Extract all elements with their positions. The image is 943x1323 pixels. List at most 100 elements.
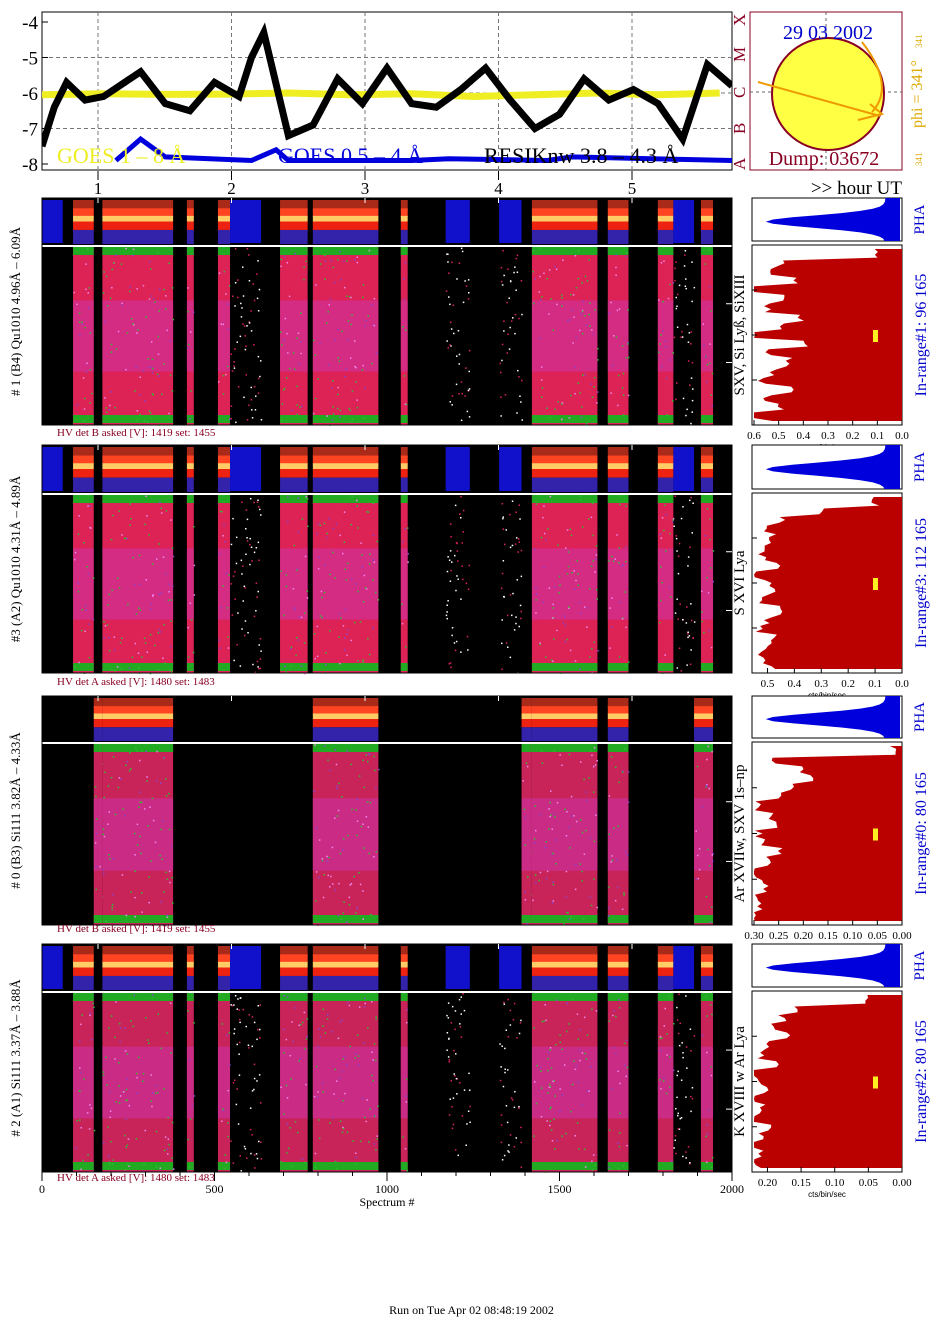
detector-label: # 2 (A1) Si111 3.37Å – 3.88Å	[8, 979, 23, 1137]
spectrum-tick-label: 2000	[720, 1182, 744, 1196]
pha-histogram: PHA	[751, 943, 928, 988]
spectral-profile: 0.300.250.200.150.100.050.00cts/bin/secI…	[744, 741, 930, 952]
profile-tick-label: 0.3	[814, 678, 828, 690]
profile-tick-label: 0.2	[841, 678, 855, 690]
profile-tick-label: 0.05	[859, 1177, 879, 1189]
spectrum-tick-label: 0	[39, 1182, 45, 1196]
profile-tick-label: 0.25	[769, 930, 789, 942]
hv-label: HV det A asked [V]: 1480 set: 1483	[57, 1172, 215, 1184]
range-marker	[873, 578, 878, 590]
orbit-direction-line	[757, 81, 881, 117]
profile-tick-label: 0.0	[895, 430, 909, 442]
pha-label: PHA	[912, 452, 928, 482]
pha-strip	[42, 696, 732, 742]
goes-y-tick-label: -4	[22, 13, 38, 34]
profile-fill	[754, 497, 902, 669]
hour-tick-label: 4	[494, 179, 503, 198]
goes-y-tick-label: -8	[22, 155, 38, 176]
legend-goes-short: GOES 0.5 – 4 Å	[278, 143, 423, 168]
series-line-resik	[42, 22, 732, 148]
pha-histogram-fill	[765, 696, 900, 738]
profile-tick-label: 0.4	[796, 430, 810, 442]
profile-tick-label: 0.00	[892, 1177, 912, 1189]
in-range-label: In-range#0: 80 165	[913, 772, 930, 895]
profile-unit: cts/bin/sec	[808, 1190, 846, 1199]
profile-tick-label: 0.5	[772, 430, 786, 442]
profile-tick-label: 0.10	[825, 1177, 845, 1189]
detector-label: # 0 (B3) Si111 3.82Å – 4.33Å	[8, 732, 23, 889]
line-identification: K XVIII w Ar Lya	[732, 1026, 748, 1137]
profile-tick-label: 0.1	[870, 430, 884, 442]
goes-class-labels: A B C M X	[730, 14, 749, 170]
profile-tick-label: 0.0	[895, 678, 909, 690]
profile-tick-label: 0.05	[868, 930, 888, 942]
goes-class-X: X	[730, 14, 749, 26]
sun-disk	[771, 37, 885, 151]
line-identification: SXV, Si Lyß, SiXIII	[732, 274, 748, 395]
line-identification: S XVI Lya	[732, 550, 748, 615]
hv-label: HV det B asked [V]: 1419 set: 1455	[57, 427, 216, 439]
goes-class-A: A	[730, 157, 749, 170]
profile-tick-label: 0.30	[744, 930, 764, 942]
hour-tick-label: 5	[628, 179, 637, 198]
profile-fill	[754, 746, 902, 921]
in-range-label: In-range#3: 112 165	[913, 518, 930, 648]
pha-histogram-fill	[765, 198, 900, 241]
in-range-label: In-range#1: 96 165	[913, 274, 930, 397]
hv-label: HV det B asked [V]: 1419 set: 1455	[57, 923, 216, 935]
pha-strip	[42, 944, 732, 991]
range-marker	[873, 1076, 878, 1089]
goes-class-B: B	[730, 123, 749, 134]
profile-tick-label: 0.00	[892, 930, 912, 942]
hour-ut-label: >> hour UT	[811, 178, 902, 199]
orbit-arrow-icon	[857, 41, 885, 121]
detector-section: # 2 (A1) Si111 3.37Å – 3.88Å K XVIII w Ar…	[8, 943, 930, 1199]
pha-histogram: PHA	[751, 197, 928, 242]
spectral-profile: 0.20 0.15 0.10 0.05 0.00 cts/bin/sec In-range#…	[751, 990, 930, 1199]
image-frame	[41, 197, 733, 426]
profile-tick-label: 0.20	[794, 930, 814, 942]
phi-angle: phi = 341°	[909, 60, 926, 128]
detector-label: #3 (A2) Qu1010 4.31Å – 4.89Å	[8, 475, 23, 642]
profile-tick-label: 0.3	[821, 430, 835, 442]
legend-goes-long: GOES 1 – 8 Å	[57, 143, 185, 168]
pha-label: PHA	[912, 950, 928, 980]
in-range-label: In-range#2: 80 165	[913, 1020, 930, 1143]
profile-tick-label: 0.15	[818, 930, 838, 942]
profile-tick-label: 0.4	[787, 678, 801, 690]
spectrum-axis: 0 500 1000 1500 2000	[39, 1172, 744, 1196]
goes-y-tick-label: -5	[22, 49, 38, 70]
profile-fill	[754, 995, 902, 1168]
goes-y-tick-label: -7	[22, 120, 38, 141]
detector-section: # 0 (B3) Si111 3.82Å – 4.33Å Ar XVIIw, SX…	[8, 695, 930, 952]
dump-number: Dump: 03672	[769, 148, 880, 170]
hour-ut-axis: 1 2 3 4 5	[94, 171, 637, 198]
profile-tick-label: 0.20	[758, 1177, 778, 1189]
phi-angle-left: 341	[914, 153, 924, 167]
pha-histogram: PHA	[751, 695, 928, 739]
pha-histogram-fill	[765, 944, 900, 987]
hour-tick-label: 2	[227, 179, 236, 198]
line-identification: Ar XVIIw, SXV 1s–np	[732, 765, 748, 903]
goes-class-C: C	[730, 87, 749, 98]
goes-lightcurve-panel: -4 -5 -6 -7 -8 GOES 1 – 8 Å GOES 0.5 – 4 Å R…	[22, 11, 749, 176]
profile-tick-label: 0.5	[761, 678, 775, 690]
sun-orbit-panel: 29 03 2002 Dump: 03672 phi = 341° 341 34…	[749, 11, 926, 171]
pha-label: PHA	[912, 702, 928, 732]
goes-y-tick-label: -6	[22, 84, 38, 105]
pha-label: PHA	[912, 204, 928, 234]
detector-section: #3 (A2) Qu1010 4.31Å – 4.89Å S XVI Lya HV …	[8, 444, 930, 700]
pha-histogram: PHA	[751, 444, 928, 490]
spectrum-tick-label: 500	[206, 1182, 224, 1196]
observation-date: 29 03 2002	[783, 22, 873, 44]
spectrum-axis-label: Spectrum #	[360, 1195, 415, 1209]
detector-label: # 1 (B4) Qu1010 4.96Å – 6.09Å	[8, 226, 23, 396]
spectrum-tick-label: 1500	[548, 1182, 572, 1196]
profile-tick-label: 0.6	[747, 430, 761, 442]
profile-tick-label: 0.10	[843, 930, 863, 942]
phi-angle-small: 341	[914, 35, 924, 49]
pha-strip	[42, 445, 732, 493]
image-frame	[41, 695, 733, 926]
spectrum-image	[42, 742, 732, 927]
